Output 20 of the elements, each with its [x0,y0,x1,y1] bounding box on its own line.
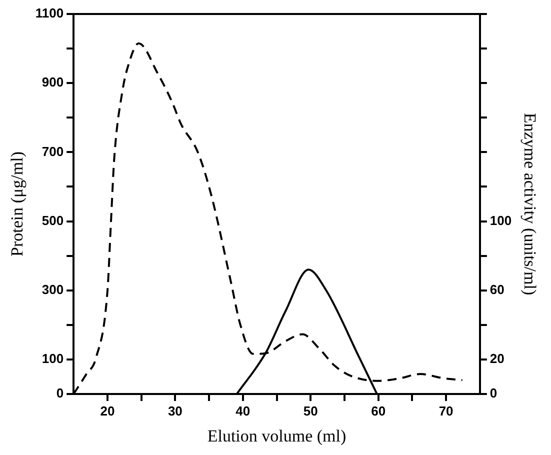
y-tick-label: 0 [56,386,64,401]
y2-tick-label: 20 [490,351,504,366]
x-axis-title: Elution volume (ml) [207,426,346,446]
y-tick-label: 700 [42,144,64,159]
x-tick-label: 70 [438,403,454,418]
y-tick-label: 900 [42,74,64,90]
y-tick-label: 100 [42,351,64,366]
y-axis-title: Protein (μg/ml) [8,152,27,256]
y-tick-label: 1100 [35,6,64,21]
y-tick-label: 500 [42,212,64,228]
x-tick-label: 60 [371,403,386,418]
y2-tick-label: 100 [490,212,512,228]
y-tick-label: 300 [42,282,64,297]
x-tick-label: 30 [168,403,182,418]
x-tick-label: 40 [236,403,250,418]
x-tick-label: 20 [100,403,115,418]
y2-tick-label: 60 [490,282,504,297]
y2-axis-title: Enzyme activity (units/ml) [520,112,540,296]
x-tick-label: 50 [303,403,318,418]
y2-tick-label: 0 [490,386,498,401]
